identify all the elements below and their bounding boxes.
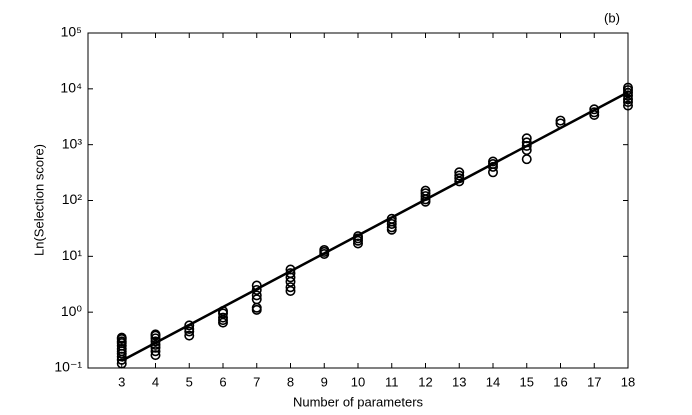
data-point	[116, 332, 127, 343]
data-point	[218, 312, 229, 323]
x-tick-label: 11	[385, 374, 399, 389]
data-point	[150, 346, 161, 357]
x-tick-label: 10	[351, 374, 365, 389]
data-point	[184, 320, 195, 331]
y-tick-label: 10⁰	[61, 303, 83, 319]
x-tick-label: 5	[186, 374, 193, 389]
x-tick-label: 16	[553, 374, 567, 389]
data-point	[420, 185, 431, 196]
y-tick-label: 10⁴	[60, 80, 82, 96]
x-tick-label: 14	[486, 374, 500, 389]
x-tick-label: 9	[321, 374, 328, 389]
x-tick-label: 7	[253, 374, 260, 389]
fit-line	[121, 91, 629, 362]
data-point	[454, 167, 465, 178]
x-tick-label: 6	[219, 374, 226, 389]
x-tick-label: 13	[452, 374, 466, 389]
data-point	[251, 290, 262, 301]
data-point	[622, 97, 633, 108]
x-tick-label: 8	[287, 374, 294, 389]
y-tick-label: 10³	[62, 135, 83, 151]
data-point	[150, 329, 161, 340]
x-tick-label: 4	[152, 374, 159, 389]
y-axis-label: Ln(Selection score)	[31, 144, 46, 256]
x-axis-label: Number of parameters	[293, 394, 424, 409]
panel-label: (b)	[604, 10, 620, 25]
y-tick-label: 10⁵	[61, 24, 82, 40]
x-tick-label: 15	[520, 374, 534, 389]
data-point	[251, 294, 262, 305]
data-point	[454, 170, 465, 181]
plot-frame	[87, 32, 629, 369]
y-tick-label: 10²	[62, 191, 83, 207]
data-point	[555, 115, 566, 126]
data-point	[285, 282, 296, 293]
data-point	[116, 343, 127, 354]
y-tick-label: 10¹	[62, 247, 83, 263]
data-point	[622, 94, 633, 105]
y-tick-label: 10⁻¹	[54, 359, 82, 375]
data-point	[622, 82, 633, 93]
data-point	[150, 350, 161, 361]
data-point	[521, 133, 532, 144]
x-tick-label: 18	[621, 374, 635, 389]
data-point	[622, 100, 633, 111]
x-tick-label: 12	[418, 374, 432, 389]
data-point	[521, 154, 532, 165]
x-tick-label: 3	[118, 374, 125, 389]
data-point	[184, 330, 195, 341]
data-point	[352, 231, 363, 242]
x-tick-label: 17	[587, 374, 601, 389]
